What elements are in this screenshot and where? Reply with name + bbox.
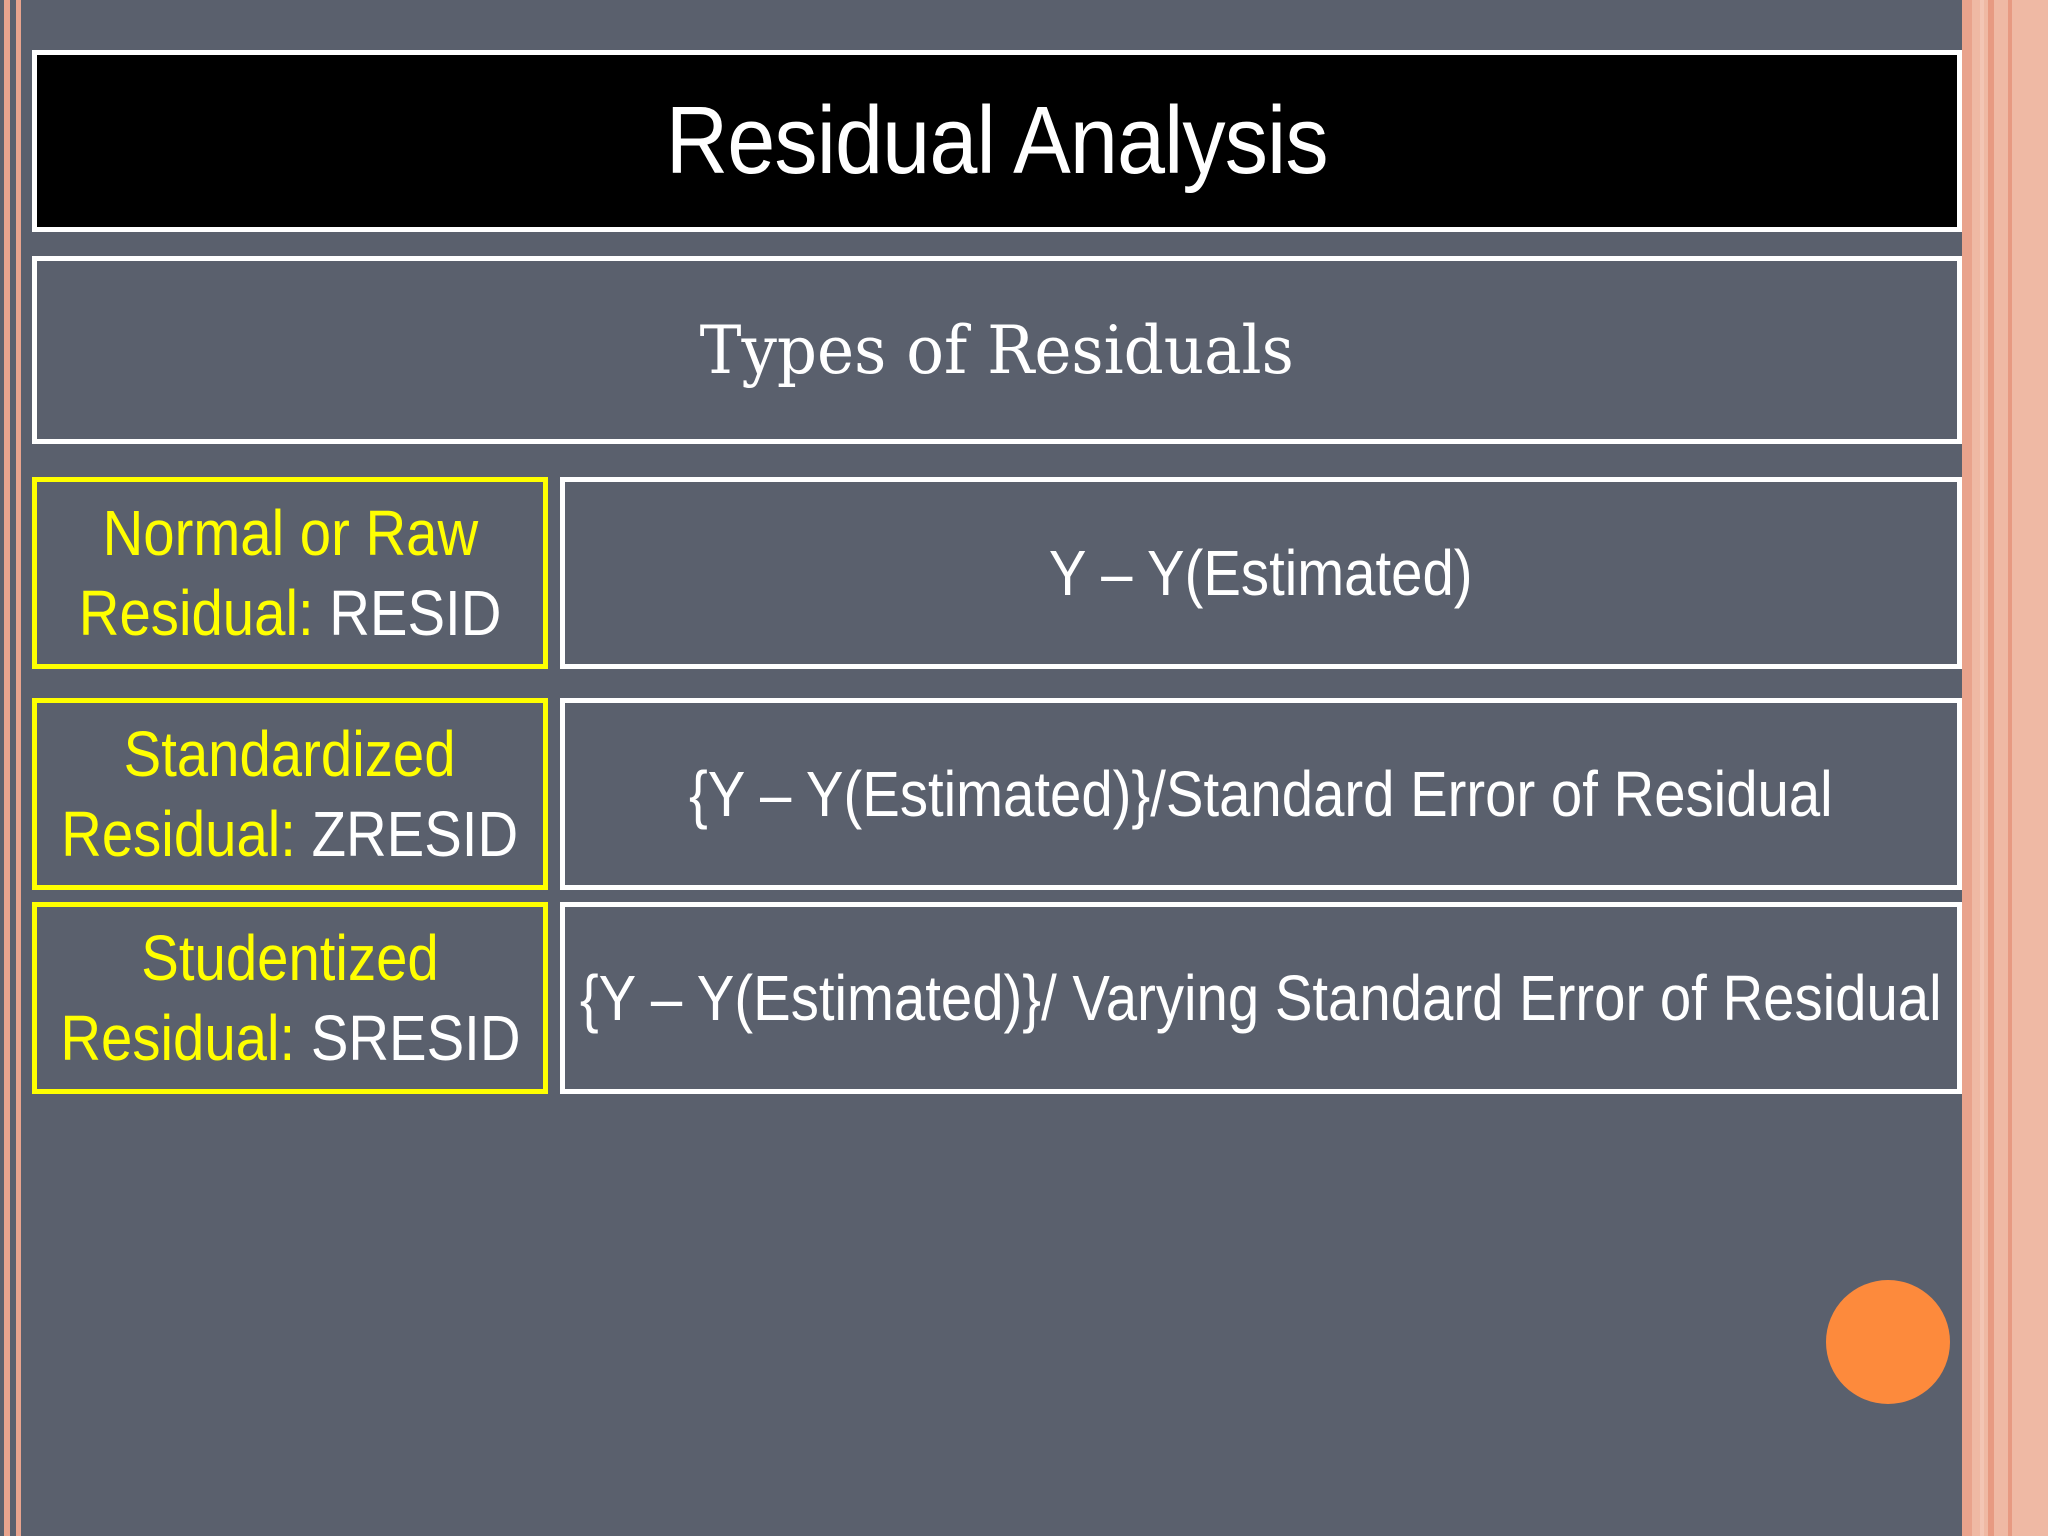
label-prefix: Residual: (61, 798, 312, 870)
label-prefix: Residual: (78, 577, 330, 649)
left-strip-line (16, 0, 21, 1536)
label-prefix: Residual: (59, 1002, 311, 1074)
right-border-line (1980, 0, 1984, 1536)
residual-definition-studentized: {Y – Y(Estimated)}/ Varying Standard Err… (560, 902, 1962, 1094)
residual-code: ZRESID (311, 798, 519, 870)
left-decorative-strip (0, 0, 26, 1536)
label-line: Normal or Raw (102, 497, 478, 569)
definition-text: {Y – Y(Estimated)}/ Varying Standard Err… (580, 962, 1942, 1034)
residual-definition-raw: Y – Y(Estimated) (560, 477, 1962, 669)
subtitle-box: Types of Residuals (32, 256, 1962, 444)
left-strip-line (4, 0, 10, 1536)
orange-dot-decoration (1826, 1280, 1950, 1404)
residual-definition-standardized: {Y – Y(Estimated)}/Standard Error of Res… (560, 698, 1962, 890)
residual-code: SRESID (310, 1002, 521, 1074)
right-decorative-border (1962, 0, 2048, 1536)
label-line: Studentized (141, 922, 439, 994)
label-line: Residual: ZRESID (62, 794, 519, 874)
right-border-line (1962, 0, 1972, 1536)
right-border-line (2008, 0, 2012, 1536)
definition-text: {Y – Y(Estimated)}/Standard Error of Res… (689, 758, 1833, 830)
residual-type-label-studentized: Studentized Residual: SRESID (32, 902, 548, 1094)
residual-type-label-standardized: Standardized Residual: ZRESID (32, 698, 548, 890)
label-line: Standardized (124, 718, 456, 790)
right-border-line (1988, 0, 1994, 1536)
label-line: Residual: SRESID (60, 998, 520, 1078)
subtitle: Types of Residuals (699, 311, 1295, 389)
residual-code: RESID (329, 577, 502, 649)
label-line: Residual: RESID (79, 573, 502, 653)
definition-text: Y – Y(Estimated) (1049, 537, 1473, 609)
residual-type-label-raw: Normal or Raw Residual: RESID (32, 477, 548, 669)
page-title: Residual Analysis (666, 87, 1329, 194)
title-box: Residual Analysis (32, 50, 1962, 232)
